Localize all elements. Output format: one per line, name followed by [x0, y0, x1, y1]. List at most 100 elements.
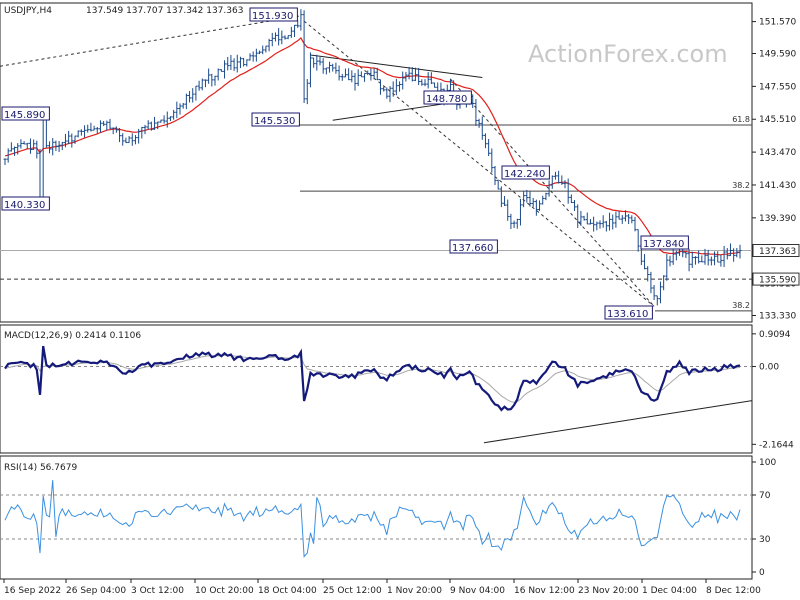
candle — [203, 79, 207, 88]
candle — [363, 72, 367, 82]
macd-panel-frame — [0, 324, 753, 454]
candle — [273, 32, 277, 42]
key-level-label: 151.930 — [252, 11, 293, 22]
key-level-box: 137.840 — [640, 235, 689, 250]
rsi-tick-label: 30 — [759, 535, 771, 545]
candle — [487, 138, 491, 157]
key-level-label: 137.660 — [452, 243, 493, 254]
candle — [293, 24, 297, 37]
candle — [156, 121, 160, 130]
price-header-ohlc: 137.549 137.707 137.342 137.363 — [86, 6, 243, 16]
candle — [133, 135, 137, 145]
candle — [264, 45, 268, 53]
candle — [372, 68, 376, 80]
key-level-box: 140.330 — [1, 196, 50, 211]
candle — [258, 50, 262, 55]
candle — [159, 119, 163, 123]
candle — [420, 79, 424, 86]
price-marker-frame — [752, 272, 800, 286]
candle — [121, 133, 125, 146]
candle — [690, 251, 694, 268]
candle — [534, 199, 538, 216]
candle — [375, 67, 379, 81]
key-level-frame — [249, 7, 298, 22]
key-level-frame — [1, 196, 50, 211]
candle — [283, 35, 287, 40]
candle — [423, 79, 427, 87]
candle — [433, 82, 437, 88]
price-marker-label: 135.590 — [759, 276, 796, 286]
rsi-tick-label: 70 — [759, 491, 771, 501]
rsi-panel-frame — [0, 455, 753, 580]
candle — [308, 52, 312, 88]
macd-tick-label: 0.9094 — [759, 330, 791, 340]
candle — [401, 71, 405, 90]
price-tick-label: 143.470 — [759, 148, 796, 158]
candle — [32, 139, 36, 151]
candle — [608, 212, 612, 231]
candle — [149, 121, 153, 131]
x-tick-label: 26 Sep 04:00 — [66, 586, 126, 596]
candle — [213, 75, 217, 86]
key-level-box: 133.610 — [604, 305, 653, 320]
candle — [98, 120, 102, 133]
candle — [70, 133, 74, 148]
candle — [592, 216, 596, 232]
candle — [490, 148, 494, 173]
x-tick-label: 23 Nov 20:00 — [578, 586, 639, 596]
fib-label: 38.2 — [732, 301, 750, 310]
candle — [671, 248, 675, 265]
candle — [254, 48, 258, 62]
candle — [73, 135, 77, 144]
candle — [353, 72, 357, 91]
price-tick-label: 151.570 — [759, 18, 796, 28]
candle — [550, 175, 554, 189]
candle — [668, 255, 672, 267]
price-tick-label: 141.430 — [759, 181, 796, 191]
candle — [299, 9, 303, 31]
candle — [417, 67, 421, 86]
price-plot: 61.8 38.2 38.2 151.930 145.890 140.330 145.530… — [0, 7, 752, 320]
price-tick-label: 133.330 — [759, 311, 796, 321]
key-level-box: 145.530 — [251, 112, 300, 127]
candle — [223, 60, 227, 79]
moving-average-line — [4, 36, 741, 256]
watermark: ActionForex.com — [528, 40, 728, 68]
fib-label: 61.8 — [732, 115, 750, 124]
candle — [665, 253, 669, 281]
candle — [700, 255, 704, 263]
candle — [197, 80, 201, 91]
price-marker-frame — [752, 244, 800, 258]
rsi-header: RSI(14) 56.7679 — [4, 463, 77, 473]
candle — [560, 175, 564, 185]
candle — [286, 35, 290, 40]
candle — [25, 142, 29, 149]
candle — [655, 295, 659, 306]
candle — [713, 251, 717, 266]
candle — [95, 127, 99, 134]
candle — [146, 120, 150, 130]
price-marker: 137.363 — [752, 244, 800, 258]
candle — [16, 143, 20, 155]
candle — [585, 212, 589, 225]
candle — [114, 126, 118, 133]
key-level-frame — [604, 305, 653, 320]
candle — [620, 215, 624, 224]
candle — [528, 191, 532, 207]
candle — [541, 195, 545, 205]
key-level-box: 145.890 — [1, 106, 50, 121]
candle — [226, 56, 230, 71]
candle — [210, 73, 214, 87]
candle — [547, 180, 551, 197]
candle — [3, 158, 7, 165]
candle — [509, 213, 513, 229]
candle — [9, 142, 13, 152]
candle — [216, 68, 220, 81]
candle — [172, 109, 176, 120]
candle — [566, 178, 570, 204]
candle — [649, 271, 653, 294]
x-tick-label: 1 Dec 04:00 — [642, 586, 697, 596]
x-tick-label: 10 Oct 20:00 — [195, 586, 254, 596]
candle — [582, 215, 586, 221]
candle — [735, 248, 739, 258]
